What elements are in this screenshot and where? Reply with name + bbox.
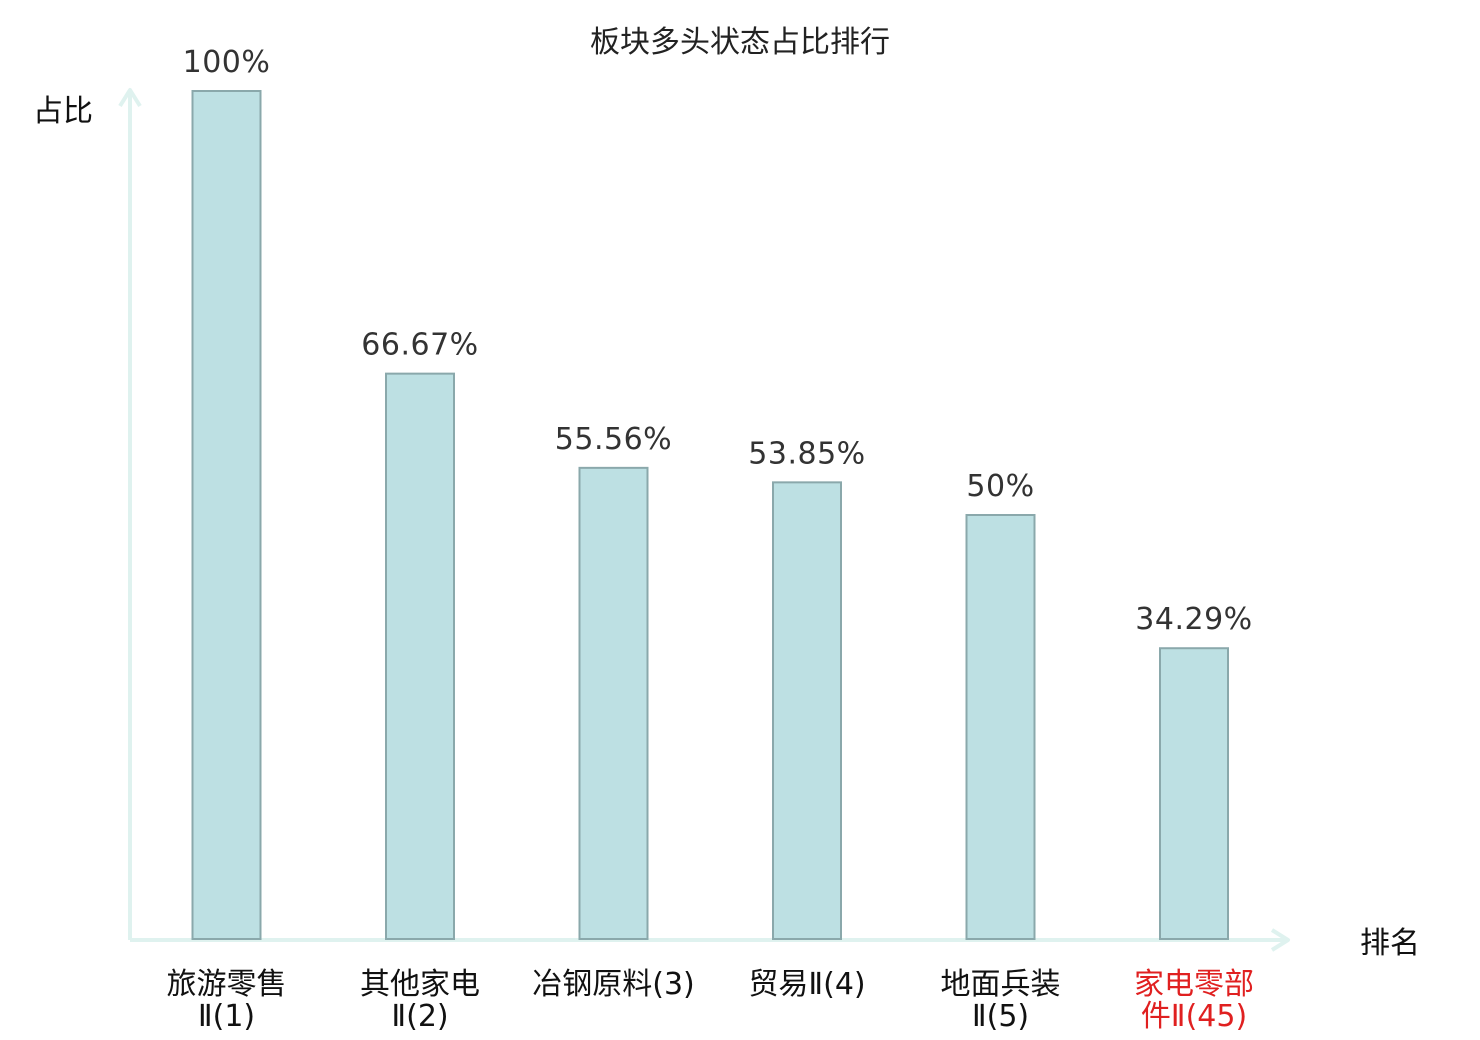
x-tick-label-line: 贸易Ⅱ(4) [748, 967, 865, 1002]
x-axis-label: 排名 [1360, 926, 1420, 961]
x-tick-label-line: 冶钢原料(3) [532, 967, 695, 1002]
bar-value-label: 55.56% [555, 422, 672, 457]
bar [578, 466, 649, 940]
bar [772, 481, 842, 940]
chart-title: 板块多头状态占比排行 [590, 25, 890, 60]
bar-value-label: 53.85% [748, 436, 865, 471]
x-tick-label: 家电零部件Ⅱ(45) [1134, 967, 1254, 1034]
x-tick-label-line: Ⅱ(1) [198, 999, 255, 1034]
x-axis-arrow [1270, 928, 1290, 952]
x-tick-label: 地面兵装 Ⅱ(5) [941, 967, 1061, 1034]
x-tick-label-line: 其他家电 [360, 967, 480, 1002]
bar-value-label: 50% [966, 469, 1034, 504]
bar [1159, 647, 1229, 941]
bar-value-label: 100% [183, 45, 271, 80]
x-tick-label-line: 家电零部 [1134, 967, 1254, 1002]
x-tick-label-line: 旅游零售 [167, 967, 287, 1002]
category-labels-group: 旅游零售 Ⅱ(1) 其他家电 Ⅱ(2) 冶钢原料(3) 贸易Ⅱ(4) 地面兵装 Ⅱ(5) 家电零… [167, 967, 1255, 1034]
y-axis-arrow [118, 88, 142, 108]
bar [965, 514, 1036, 940]
bar-value-label: 34.29% [1135, 602, 1252, 637]
bar-value-label: 66.67% [361, 328, 478, 363]
x-tick-label-line: 件Ⅱ(45) [1141, 999, 1247, 1034]
x-tick-label: 贸易Ⅱ(4) [748, 967, 865, 1002]
y-axis-label: 占比 [33, 94, 93, 129]
bars-group [191, 90, 1229, 941]
x-tick-label: 旅游零售 Ⅱ(1) [167, 967, 287, 1034]
bar [385, 372, 455, 940]
value-labels-group: 100% 66.67% 55.56% 53.85% 50% 34.29% [183, 45, 1253, 637]
x-tick-label-line: Ⅱ(2) [391, 999, 448, 1034]
bar [191, 90, 262, 940]
x-tick-label: 冶钢原料(3) [532, 967, 695, 1002]
x-tick-label-line: Ⅱ(5) [972, 999, 1029, 1034]
x-tick-label-line: 地面兵装 [941, 967, 1061, 1002]
x-tick-label: 其他家电 Ⅱ(2) [360, 967, 480, 1034]
